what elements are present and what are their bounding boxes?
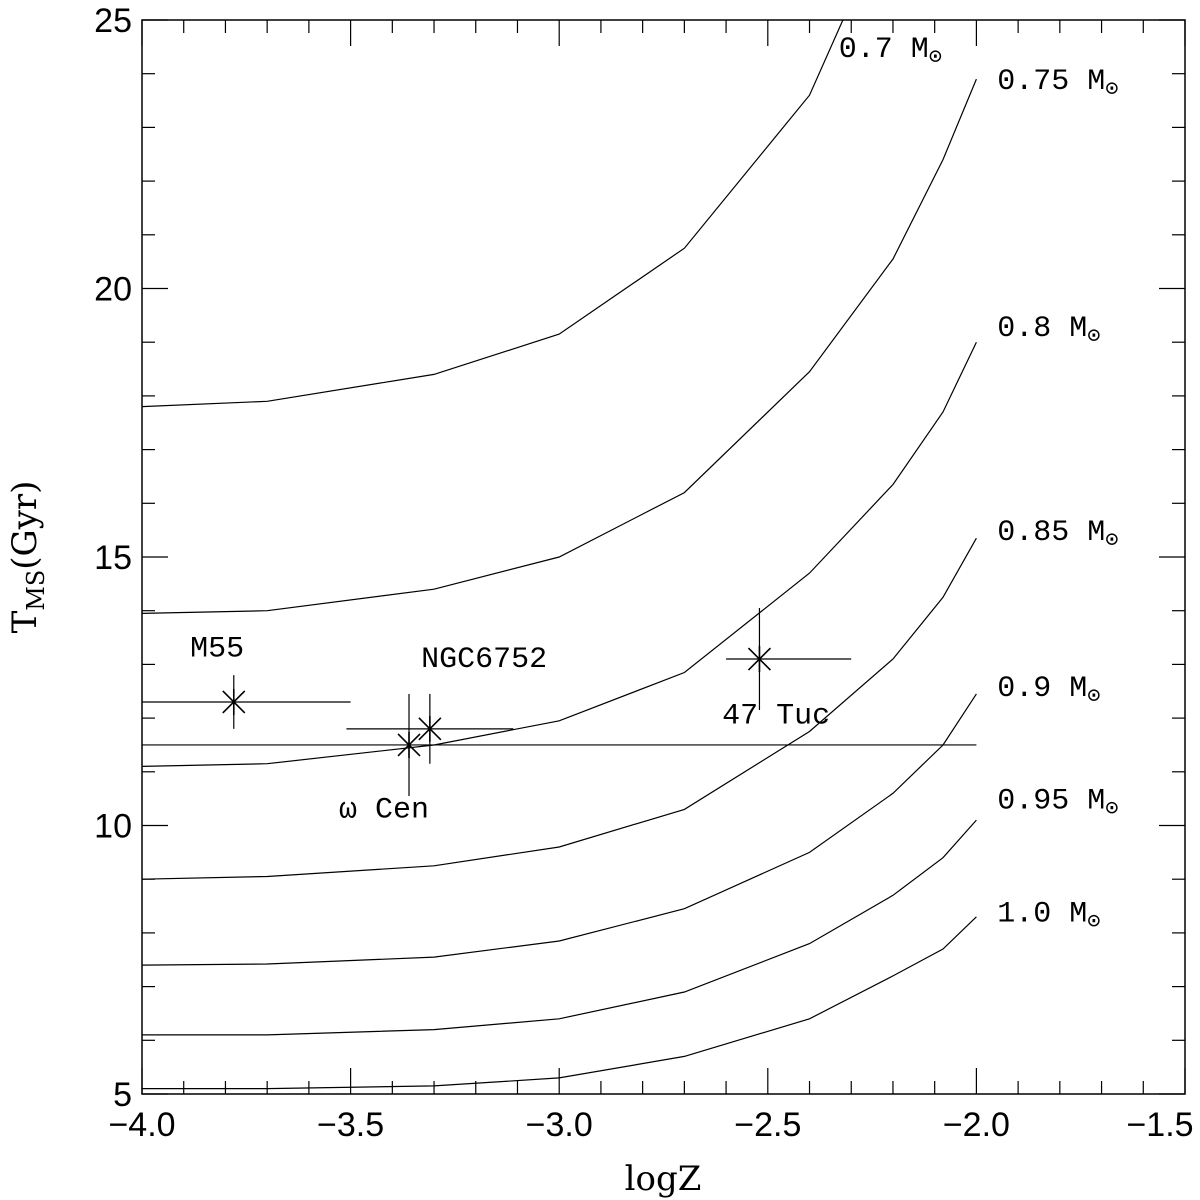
curve-0-75 <box>141 78 977 614</box>
x-tick-label: −2.0 <box>943 1106 1010 1144</box>
cluster-label-47-tuc: 47 Tuc <box>722 699 830 733</box>
x-tick-label: −1.5 <box>1126 1106 1193 1144</box>
cluster-label-ngc6752: NGC6752 <box>421 643 547 677</box>
axis-titles: logZ TMS(Gyr) <box>5 481 701 1199</box>
x-tick-label: −2.5 <box>734 1106 801 1144</box>
y-tick-label: 5 <box>113 1076 132 1114</box>
cluster-label-cen: ω Cen <box>339 793 429 827</box>
curve-label-1-0: 1.0 M⊙ <box>997 897 1100 934</box>
cluster-point-cen <box>397 693 421 796</box>
curve-label-0-75: 0.75 M⊙ <box>997 65 1118 102</box>
x-tick-label: −3.0 <box>526 1106 593 1144</box>
cluster-labels: M55 NGC6752 ω Cen 47 Tuc <box>190 632 830 827</box>
y-axis-label-main: T <box>5 610 45 633</box>
axis-ticks: −4.0 −3.5 −3.0 −2.5 −2.0 −1.5 5 10 15 20 25 <box>94 2 1193 1144</box>
cluster-point-ngc6752 <box>346 693 514 764</box>
curve-label-0-85: 0.85 M⊙ <box>997 516 1118 553</box>
x-axis-label: logZ <box>625 1159 702 1199</box>
curve-0-9 <box>141 693 977 966</box>
star-marker <box>397 731 421 758</box>
cluster-points <box>142 608 852 796</box>
cluster-point-m55 <box>142 675 351 729</box>
y-axis-label-sub: MS <box>22 570 50 611</box>
curve-0-95 <box>142 819 977 1036</box>
plot-frame <box>141 19 1186 1095</box>
y-tick-label: 10 <box>94 808 132 846</box>
curve-label-0-95: 0.95 M⊙ <box>997 785 1118 822</box>
curve-label-0-9: 0.9 M⊙ <box>997 672 1100 709</box>
star-marker <box>747 646 772 673</box>
cluster-point-47-tuc <box>726 608 852 711</box>
mass-curves <box>141 19 977 1090</box>
curve-1-0 <box>142 916 977 1090</box>
cluster-label-m55: M55 <box>190 632 244 666</box>
curve-0-8 <box>141 341 977 767</box>
star-marker <box>222 688 246 715</box>
curve-0-7 <box>141 19 844 408</box>
y-tick-label: 15 <box>94 539 132 577</box>
x-tick-label: −4.0 <box>108 1106 175 1144</box>
curve-label-0-7: 0.7 M⊙ <box>839 33 942 70</box>
y-tick-label: 25 <box>94 2 132 40</box>
y-axis-label-unit: (Gyr) <box>5 481 45 570</box>
x-tick-label: −3.5 <box>317 1106 384 1144</box>
y-tick-label: 20 <box>94 271 132 309</box>
curve-labels: 0.7 M⊙ 0.75 M⊙ 0.8 M⊙ 0.85 M⊙ 0.9 M⊙ 0.95 M⊙ 1… <box>839 33 1119 935</box>
y-axis-label: TMS(Gyr) <box>5 481 50 634</box>
star-marker <box>418 715 442 742</box>
curve-0-85 <box>141 537 977 880</box>
curve-label-0-8: 0.8 M⊙ <box>997 312 1100 349</box>
